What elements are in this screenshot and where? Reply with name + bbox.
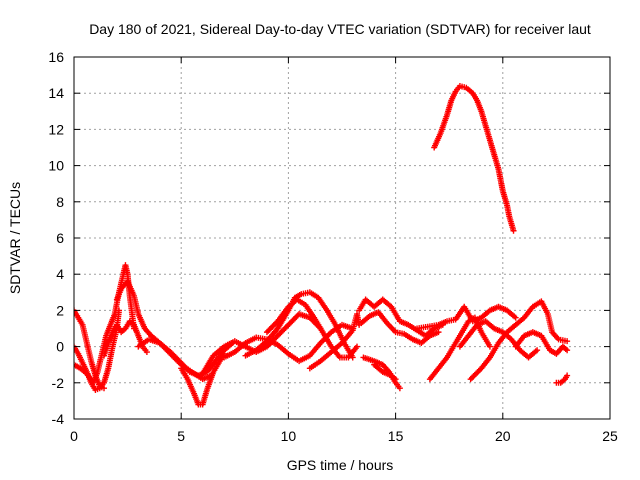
data-point	[392, 376, 399, 383]
series-arc10	[242, 289, 356, 361]
data-point	[512, 314, 519, 321]
chart-title: Day 180 of 2021, Sidereal Day-to-day VTE…	[89, 21, 591, 37]
y-tick-label: -4	[52, 411, 65, 427]
x-tick-label: 10	[281, 428, 297, 444]
data-point	[534, 347, 541, 354]
x-tick-label: 15	[388, 428, 404, 444]
x-axis-label: GPS time / hours	[287, 457, 394, 473]
y-tick-label: -2	[52, 375, 65, 391]
data-point	[354, 343, 361, 350]
y-tick-label: 16	[48, 49, 64, 65]
x-tick-label: 0	[70, 428, 78, 444]
y-tick-label: 4	[56, 266, 64, 282]
x-tick-label: 20	[495, 428, 511, 444]
y-axis: -4 -2 0 2 4 6 8 10 12 14 16	[48, 49, 610, 427]
y-tick-label: 14	[48, 85, 64, 101]
data-point	[435, 329, 442, 336]
data-point	[564, 372, 571, 379]
data-point	[486, 343, 493, 350]
data-point	[564, 338, 571, 345]
y-axis-label: SDTVAR / TECUs	[7, 182, 23, 294]
y-tick-label: 0	[56, 339, 64, 355]
series-arc21	[512, 329, 571, 357]
y-tick-label: 12	[48, 121, 64, 137]
series-arc22	[553, 372, 571, 386]
x-axis: 0 5 10 15 20 25	[70, 57, 618, 444]
x-tick-label: 5	[177, 428, 185, 444]
grid	[74, 57, 610, 419]
series-arc20	[467, 298, 571, 383]
data-layer	[74, 82, 571, 408]
y-tick-label: 6	[56, 230, 64, 246]
series-arc9	[221, 321, 356, 365]
series-arc23	[431, 82, 517, 234]
x-tick-label: 25	[602, 428, 618, 444]
series-arc7	[178, 350, 228, 408]
data-point	[510, 227, 517, 234]
data-point	[564, 347, 571, 354]
series-arc11	[263, 296, 361, 361]
data-point	[143, 349, 150, 356]
data-point	[396, 385, 403, 392]
y-tick-label: 10	[48, 158, 64, 174]
y-tick-label: 8	[56, 194, 64, 210]
series-arc16	[371, 361, 399, 383]
y-tick-label: 2	[56, 302, 64, 318]
series-arc14	[358, 309, 442, 346]
